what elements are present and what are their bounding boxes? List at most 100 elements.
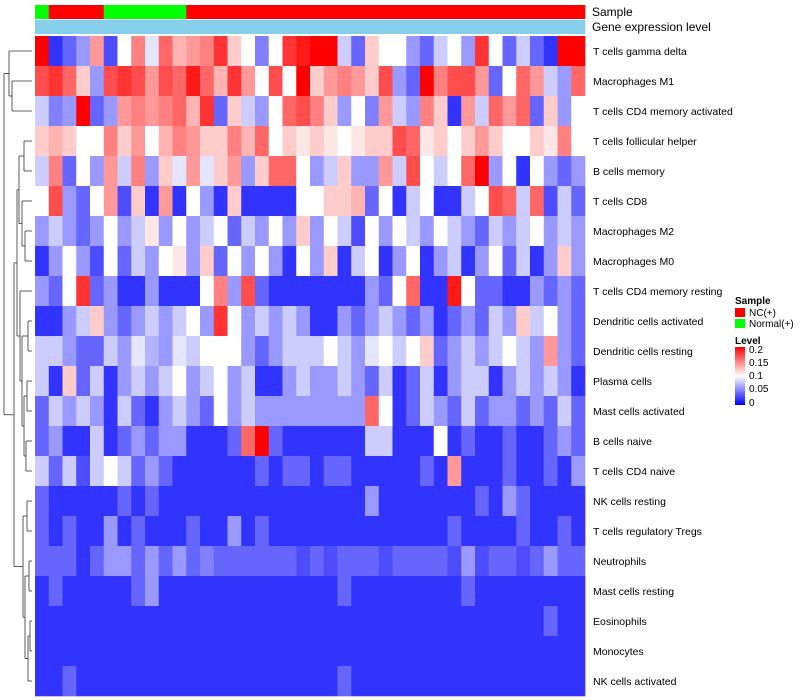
heatmap-cell bbox=[310, 96, 325, 127]
heatmap-cell bbox=[502, 576, 517, 607]
heatmap-cell bbox=[488, 276, 503, 307]
heatmap-cell bbox=[35, 36, 50, 67]
heatmap-cell bbox=[268, 126, 283, 157]
heatmap-cell bbox=[35, 336, 50, 367]
heatmap-cell bbox=[433, 246, 448, 277]
heatmap-cell bbox=[420, 456, 435, 487]
heatmap-cell bbox=[310, 216, 325, 247]
heatmap-cell bbox=[475, 636, 490, 667]
heatmap-cell bbox=[35, 366, 50, 397]
heatmap-cell bbox=[117, 306, 132, 337]
heatmap-cell bbox=[420, 576, 435, 607]
heatmap-cell bbox=[48, 336, 63, 367]
heatmap-cell bbox=[337, 186, 352, 217]
heatmap-cell bbox=[543, 276, 558, 307]
sample-annotation-cell bbox=[337, 5, 352, 19]
heatmap-cell bbox=[76, 366, 91, 397]
heatmap-cell bbox=[447, 456, 462, 487]
heatmap-cell bbox=[516, 636, 531, 667]
heatmap-cell bbox=[406, 96, 421, 127]
heatmap-cell bbox=[62, 486, 77, 517]
heatmap-cell bbox=[200, 546, 215, 577]
heatmap-cell bbox=[241, 366, 256, 397]
heatmap-cell bbox=[475, 576, 490, 607]
sample-annotation-cell bbox=[378, 5, 393, 19]
heatmap-cell bbox=[543, 366, 558, 397]
sample-track-label: Sample bbox=[592, 5, 633, 19]
heatmap-cell bbox=[461, 486, 476, 517]
heatmap-cell bbox=[447, 426, 462, 457]
heatmap-cell bbox=[200, 666, 215, 697]
heatmap-cell bbox=[35, 516, 50, 547]
row-label: Monocytes bbox=[593, 646, 644, 658]
gene-expression-cell bbox=[103, 20, 118, 34]
sample-annotation-cell bbox=[571, 5, 586, 19]
heatmap-cell bbox=[351, 516, 366, 547]
heatmap-cell bbox=[337, 636, 352, 667]
heatmap-cell bbox=[172, 306, 187, 337]
heatmap-cell bbox=[76, 606, 91, 637]
heatmap-cell bbox=[76, 396, 91, 427]
heatmap-cell bbox=[48, 36, 63, 67]
heatmap-cell bbox=[186, 546, 201, 577]
heatmap-cell bbox=[310, 636, 325, 667]
heatmap-cell bbox=[310, 366, 325, 397]
heatmap-cell bbox=[420, 666, 435, 697]
sample-annotation-cell bbox=[131, 5, 146, 19]
heatmap-cell bbox=[557, 576, 572, 607]
sample-annotation-cell bbox=[241, 5, 256, 19]
heatmap-cell bbox=[502, 336, 517, 367]
heatmap-cell bbox=[268, 246, 283, 277]
heatmap-cell bbox=[543, 606, 558, 637]
heatmap-cell bbox=[543, 156, 558, 187]
heatmap-cell bbox=[200, 636, 215, 667]
heatmap-cell bbox=[406, 126, 421, 157]
heatmap-cell bbox=[378, 36, 393, 67]
sample-annotation-cell bbox=[76, 5, 91, 19]
sample-annotation-cell bbox=[530, 5, 545, 19]
heatmap-cell bbox=[406, 246, 421, 277]
heatmap-cell bbox=[241, 276, 256, 307]
gene-expression-cell bbox=[227, 20, 242, 34]
heatmap-cell bbox=[213, 456, 228, 487]
heatmap-cell bbox=[392, 306, 407, 337]
heatmap-cell bbox=[227, 36, 242, 67]
row-label: Neutrophils bbox=[593, 556, 646, 568]
heatmap-cell bbox=[186, 336, 201, 367]
heatmap-cell bbox=[241, 186, 256, 217]
sample-annotation-cell bbox=[323, 5, 338, 19]
heatmap-cell bbox=[145, 66, 160, 97]
heatmap-cell bbox=[447, 546, 462, 577]
row-label: Macrophages M0 bbox=[593, 256, 674, 268]
heatmap-cell bbox=[282, 246, 297, 277]
heatmap-cell bbox=[117, 366, 132, 397]
heatmap-cell bbox=[502, 186, 517, 217]
heatmap-cell bbox=[62, 606, 77, 637]
heatmap-cell bbox=[158, 126, 173, 157]
heatmap-cell bbox=[461, 606, 476, 637]
heatmap-cell bbox=[255, 486, 270, 517]
heatmap-cell bbox=[475, 276, 490, 307]
heatmap-cell bbox=[488, 186, 503, 217]
heatmap-cell bbox=[35, 426, 50, 457]
heatmap-cell bbox=[310, 276, 325, 307]
heatmap-cell bbox=[48, 666, 63, 697]
heatmap-cell bbox=[365, 36, 380, 67]
heatmap-cell bbox=[447, 516, 462, 547]
heatmap-cell bbox=[406, 456, 421, 487]
heatmap-cell bbox=[103, 126, 118, 157]
sample-annotation-track bbox=[35, 5, 586, 19]
heatmap-cell bbox=[392, 396, 407, 427]
heatmap-cell bbox=[35, 186, 50, 217]
heatmap-cell bbox=[488, 516, 503, 547]
heatmap-cell bbox=[392, 66, 407, 97]
heatmap-cell bbox=[268, 216, 283, 247]
heatmap-cell bbox=[268, 426, 283, 457]
heatmap-cell bbox=[543, 186, 558, 217]
heatmap-cell bbox=[268, 66, 283, 97]
heatmap-cell bbox=[103, 186, 118, 217]
heatmap-cell bbox=[103, 426, 118, 457]
heatmap-cell bbox=[117, 516, 132, 547]
heatmap-cell bbox=[378, 426, 393, 457]
heatmap-cell bbox=[475, 66, 490, 97]
